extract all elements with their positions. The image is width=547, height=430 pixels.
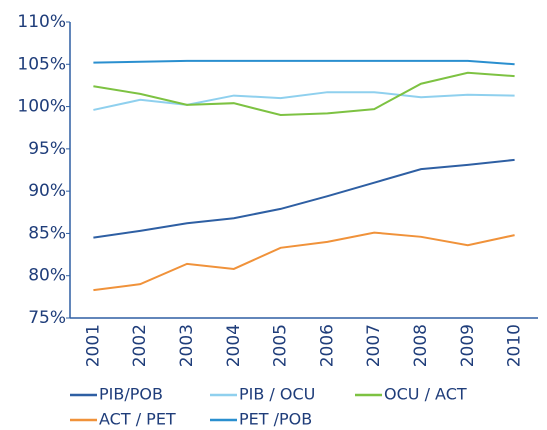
- x-tick-label: 2008: [411, 324, 431, 367]
- x-tick-label: 2004: [224, 324, 244, 367]
- x-tick-label: 2001: [83, 324, 103, 367]
- legend-label: OCU / ACT: [384, 385, 467, 404]
- y-tick-label: 95%: [28, 139, 66, 159]
- legend-label: PIB / OCU: [239, 385, 315, 404]
- x-tick-label: 2005: [271, 324, 291, 367]
- y-tick-label: 105%: [17, 54, 66, 74]
- y-tick-label: 100%: [17, 97, 66, 117]
- line: [93, 158, 515, 239]
- line: [93, 231, 515, 292]
- y-tick-label: 75%: [28, 308, 66, 328]
- y-tick-label: 85%: [28, 223, 66, 243]
- x-tick-label: 2002: [130, 324, 150, 367]
- x-tick-label: 2003: [177, 324, 197, 367]
- line: [93, 91, 515, 111]
- x-tick-label: 2010: [505, 324, 525, 367]
- y-tick-label: 80%: [28, 266, 66, 286]
- line: [93, 71, 515, 117]
- x-tick-label: 2007: [364, 324, 384, 367]
- legend-label: PET /POB: [239, 410, 312, 429]
- y-tick-label: 110%: [17, 12, 66, 32]
- legend-label: PIB/POB: [99, 385, 163, 404]
- legend-label: ACT / PET: [99, 410, 176, 429]
- line: [93, 59, 515, 66]
- x-tick-label: 2009: [458, 324, 478, 367]
- x-tick-label: 2006: [317, 324, 337, 367]
- y-tick-label: 90%: [28, 181, 66, 201]
